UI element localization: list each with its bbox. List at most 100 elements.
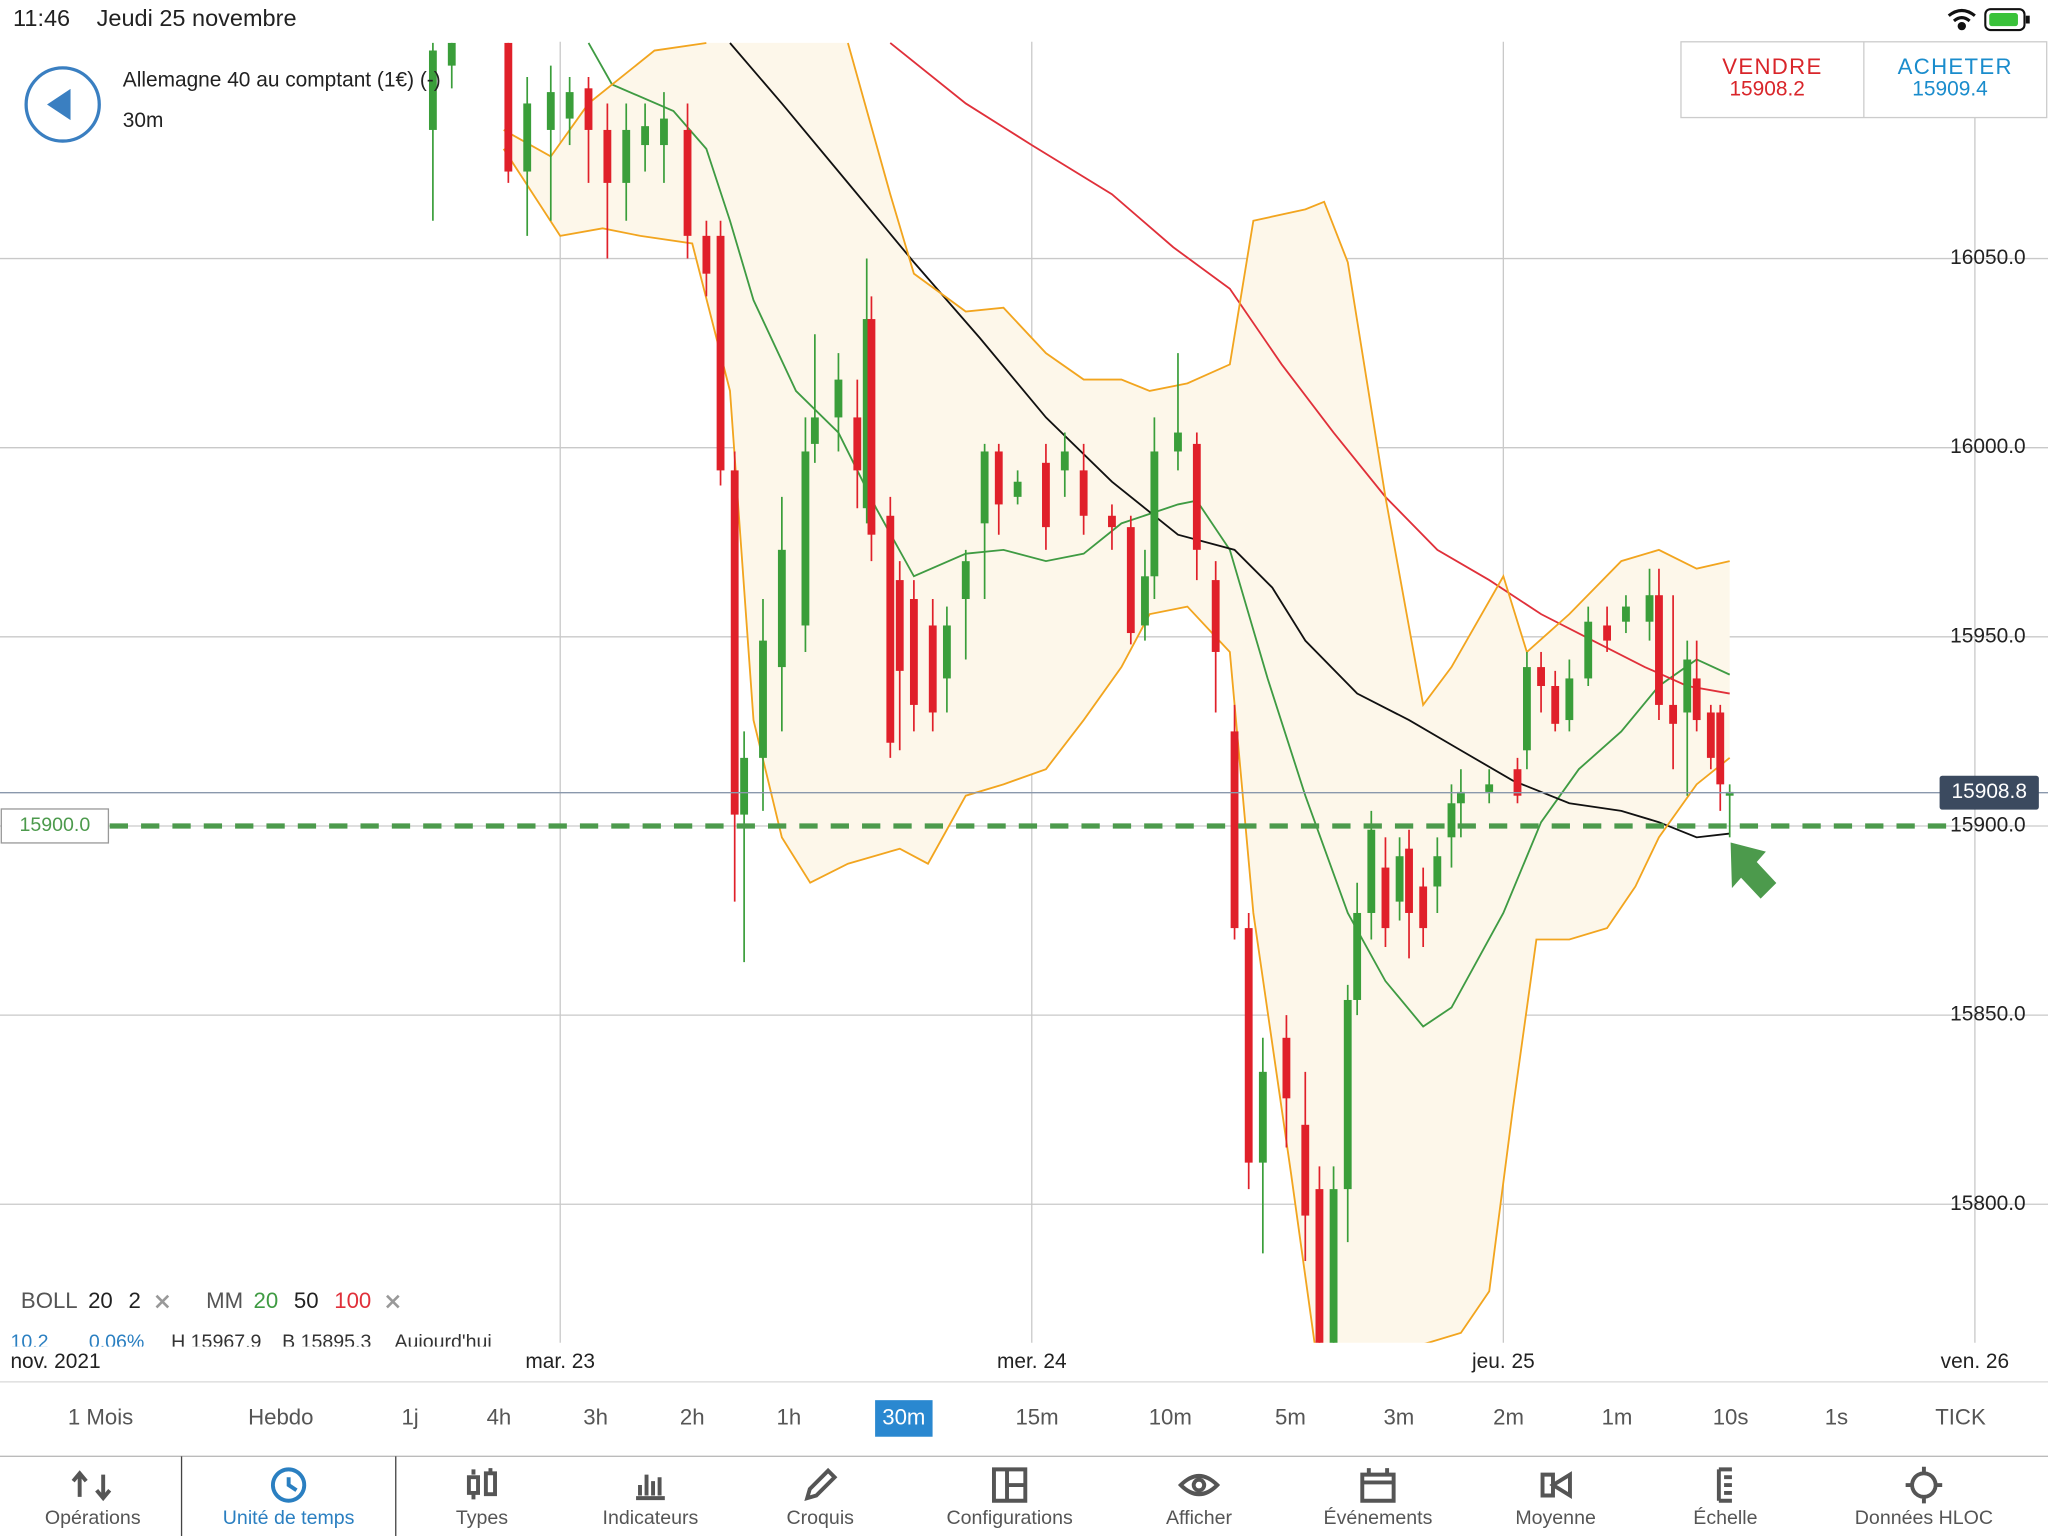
toolbar-label: Croquis [787, 1507, 855, 1529]
candle-body [942, 625, 951, 679]
x-axis: mar. 23 mer. 24 jeu. 25 ven. 26 [525, 1350, 2009, 1373]
indicator-line [729, 42, 1730, 839]
candle-body [1013, 481, 1022, 497]
buy-price: 15909.4 [1912, 78, 1987, 101]
toolbar-icon [1540, 1471, 1572, 1500]
indicator-param: 20 [254, 1288, 279, 1313]
toolbar-button[interactable]: Moyenne [1515, 1471, 1596, 1530]
timeframe-button[interactable]: 3h [583, 1404, 608, 1429]
back-button[interactable] [24, 66, 101, 143]
toolbar: Opérations Unité de temps Types Indicateurs… [45, 1466, 1993, 1530]
candle-body [810, 417, 819, 444]
sell-label: VENDRE [1722, 54, 1822, 79]
timeframe-label: 30m [123, 109, 164, 132]
toolbar-label: Afficher [1166, 1507, 1232, 1529]
candle-body [1282, 1037, 1291, 1099]
candle-body [546, 92, 555, 130]
timeframe-button[interactable]: Hebdo [248, 1404, 313, 1429]
candle-body [1655, 595, 1663, 705]
remove-indicator[interactable] [155, 1294, 170, 1309]
price-tag-label: 15908.8 [1951, 780, 2026, 803]
candle-body [740, 757, 749, 815]
toolbar-icon [1360, 1468, 1396, 1503]
toolbar-icon [992, 1467, 1028, 1503]
toolbar-button[interactable]: Opérations [45, 1470, 141, 1529]
timeframe-button[interactable]: 3m [1383, 1404, 1414, 1429]
alert-tag[interactable] [0, 808, 110, 844]
timeframe-bar: 1 Mois Hebdo 1j 4h 3h 2h 1h 30m 15m 10m 5m 3m 2m 1m 10… [68, 1400, 1986, 1437]
toolbar-icon [1177, 1473, 1221, 1497]
toolbar-label: Configurations [947, 1507, 1073, 1529]
candle-body [801, 451, 810, 626]
candle-body [1447, 803, 1456, 838]
timeframe-button[interactable]: 10s [1713, 1404, 1749, 1429]
candle-body [895, 580, 904, 671]
toolbar-icon [1716, 1467, 1732, 1503]
indicator-name: BOLL [21, 1288, 78, 1313]
toolbar-button[interactable]: Unité de temps [223, 1467, 355, 1529]
candle-body [1329, 1189, 1338, 1343]
toolbar-button[interactable]: Types [456, 1468, 508, 1529]
status-time: 11:46 [13, 5, 70, 31]
toolbar-label: Échelle [1693, 1506, 1757, 1529]
toolbar-button[interactable]: Événements [1324, 1468, 1433, 1529]
timeframe-button[interactable]: TICK [1935, 1404, 1986, 1429]
candle-body [1645, 595, 1654, 622]
remove-indicator[interactable] [386, 1294, 400, 1309]
sell-button[interactable]: VENDRE 15908.2 [1722, 54, 1822, 101]
y-tick-label: 16000.0 [1950, 435, 2025, 458]
overlay: 15800.0 15850.0 15900.0 15950.0 16000.0 16050… [0, 246, 2039, 1353]
candle-body [1395, 856, 1404, 902]
bottom-panel [0, 1346, 2048, 1536]
timeframe-button[interactable]: 30m [882, 1404, 925, 1429]
timeframe-button[interactable]: 1 Mois [68, 1404, 133, 1429]
indicator-param: 50 [294, 1288, 319, 1313]
candle-body [660, 118, 668, 146]
status-bar [0, 0, 2048, 41]
timeframe-button[interactable]: 2m [1493, 1404, 1524, 1429]
candle-body [1150, 451, 1159, 577]
timeframe-button[interactable]: 5m [1275, 1404, 1306, 1429]
x-tick-label: ven. 26 [1941, 1350, 2009, 1373]
buy-button[interactable]: ACHETER 15909.4 [1898, 54, 2013, 101]
candle-body [853, 417, 862, 471]
toolbar-button[interactable]: Indicateurs [603, 1474, 699, 1530]
toolbar-button[interactable]: Afficher [1166, 1473, 1233, 1529]
candle-body [1683, 659, 1692, 713]
candle-body [1126, 527, 1135, 634]
candle-body [1716, 712, 1725, 785]
indicator-param: 2 [128, 1288, 140, 1313]
toolbar-icon [636, 1474, 665, 1501]
candle-body [1108, 515, 1116, 528]
candle-body [961, 561, 970, 599]
candle-body [994, 451, 1003, 505]
timeframe-button[interactable]: 15m [1015, 1404, 1058, 1429]
candle-body [1551, 686, 1560, 724]
x-tick-label: jeu. 25 [1471, 1350, 1535, 1373]
x-period-label: nov. 2021 [10, 1350, 100, 1373]
timeframe-button[interactable]: 1h [777, 1404, 802, 1429]
candle-body [759, 640, 767, 758]
timeframe-button[interactable]: 10m [1149, 1404, 1192, 1429]
y-tick-label: 15900.0 [1950, 813, 2025, 836]
toolbar-icon [71, 1470, 112, 1502]
toolbar-button[interactable]: Échelle [1693, 1467, 1758, 1529]
timeframe-button[interactable]: 1s [1825, 1404, 1848, 1429]
timeframe-button[interactable]: 1j [401, 1404, 418, 1429]
candle-body [1485, 784, 1494, 792]
indicator-line [587, 42, 1731, 1028]
toolbar-label: Types [456, 1507, 508, 1529]
timeframe-button[interactable]: 4h [487, 1404, 512, 1429]
toolbar-button[interactable]: Données HLOC [1855, 1466, 1993, 1529]
candle-body [1211, 580, 1220, 652]
timeframe-button[interactable]: 2h [680, 1404, 705, 1429]
sell-price: 15908.2 [1729, 78, 1804, 101]
timeframe-button[interactable]: 1m [1602, 1404, 1633, 1429]
x-tick-label: mar. 23 [525, 1350, 595, 1373]
toolbar-button[interactable]: Croquis [787, 1467, 855, 1529]
candle-body [1419, 886, 1428, 929]
toolbar-button[interactable]: Configurations [947, 1467, 1073, 1529]
candle-body [886, 515, 895, 743]
y-tick-label: 15850.0 [1950, 1003, 2025, 1026]
candle-body [428, 50, 437, 130]
